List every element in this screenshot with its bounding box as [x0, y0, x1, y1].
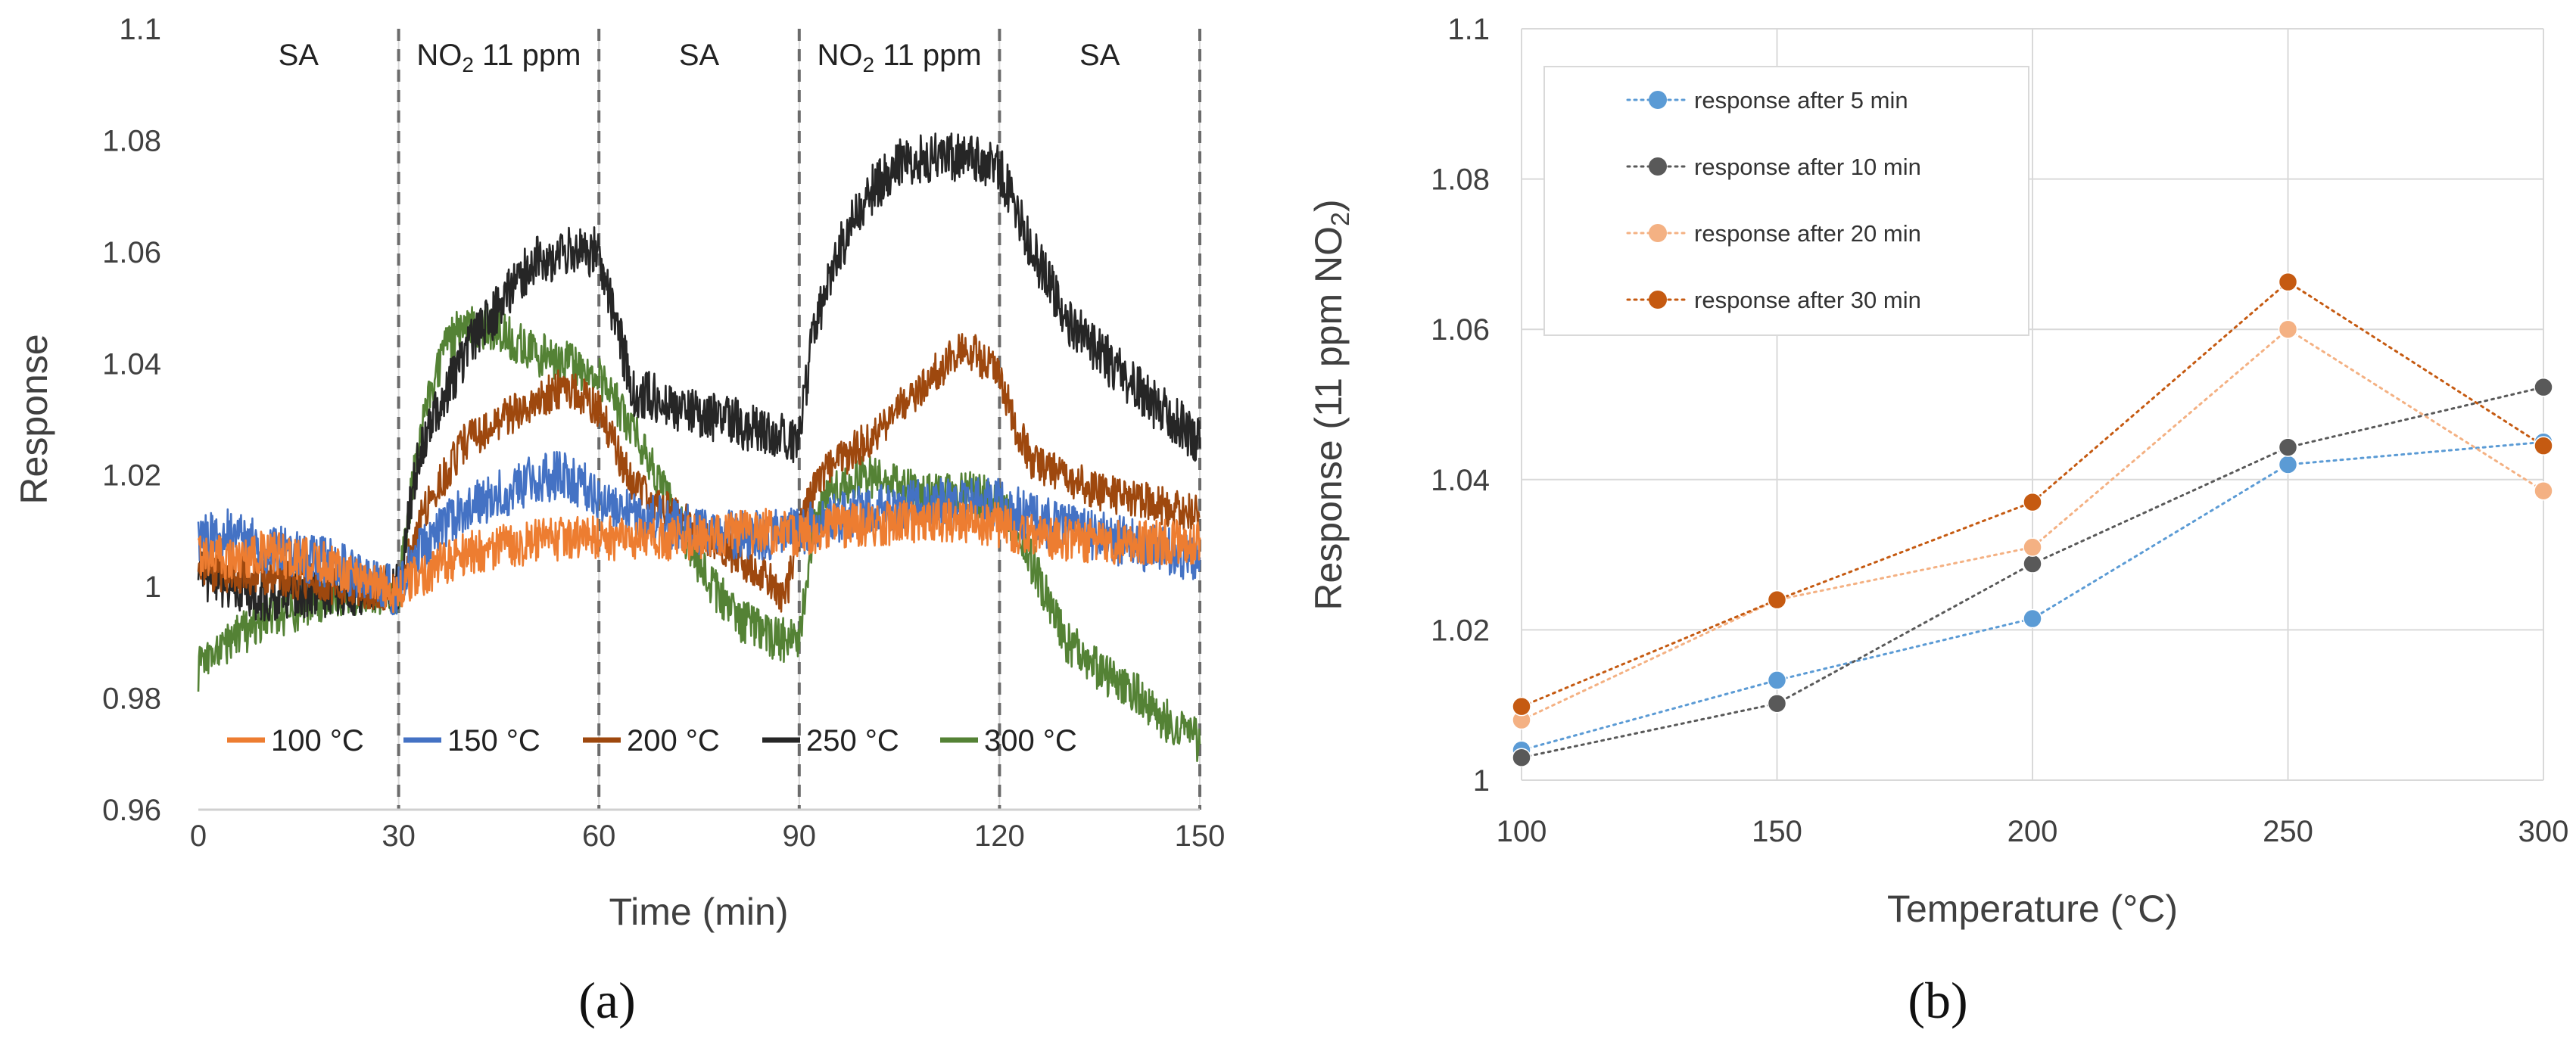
data-point-b	[2534, 377, 2553, 397]
legend-label-b: response after 10 min	[1694, 154, 1921, 180]
series-lines-a	[197, 132, 1201, 762]
y-axis-title-b-suffix: )	[1307, 199, 1350, 212]
legend-b: response after 5 min response after 10 mi…	[1543, 66, 2029, 336]
region-labels-a: SA NO2 11 ppm SA NO2 11 ppm SA	[279, 39, 1120, 76]
legend-a: 100 °C 150 °C 200 °C 250 °C 300 °C	[227, 724, 1077, 757]
y-tick-label-b: 1.1	[1447, 13, 1490, 46]
data-point-b	[1512, 748, 1531, 767]
region-label: SA	[679, 39, 720, 72]
region-label-sub: 2	[863, 53, 875, 76]
x-tick-label-a: 0	[190, 820, 207, 853]
legend-item-b: response after 30 min	[1626, 287, 1921, 313]
legend-item-b: response after 10 min	[1626, 154, 1921, 180]
y-tick-label-a: 0.98	[102, 683, 161, 716]
legend-label-a: 300 °C	[984, 724, 1077, 757]
legend-label-b: response after 30 min	[1694, 287, 1921, 313]
y-axis-title-a: Response	[13, 334, 55, 504]
x-tick-label-b: 300	[2518, 815, 2569, 848]
legend-label-a: 250 °C	[806, 724, 899, 757]
data-point-b	[2278, 455, 2298, 474]
legend-item-b: response after 5 min	[1626, 87, 1908, 114]
data-point-b	[2023, 554, 2042, 574]
legend-item-a: 250 °C	[762, 724, 899, 757]
legend-item-a: 200 °C	[583, 724, 720, 757]
x-tick-label-b: 100	[1497, 815, 1547, 848]
y-tick-label-b: 1.06	[1431, 313, 1490, 347]
data-point-b	[1767, 670, 1787, 690]
legend-swatch-marker-b	[1649, 157, 1667, 176]
series-line-b	[1520, 280, 2545, 708]
data-point-b	[2278, 319, 2298, 339]
region-label: NO2 11 ppm	[818, 39, 982, 76]
panel-a-chart: SA NO2 11 ppm SA NO2 11 ppm SA 0 30 60 90 120 150…	[13, 13, 1225, 1029]
region-label: SA	[279, 39, 319, 72]
x-tick-label-a: 60	[582, 820, 616, 853]
x-axis-title-b: Temperature (°C)	[1887, 888, 2178, 930]
legend-label-a: 150 °C	[447, 724, 540, 757]
legend-label-b: response after 5 min	[1694, 87, 1908, 114]
region-label-suffix: 11 ppm	[474, 39, 581, 72]
region-label-suffix: 11 ppm	[874, 39, 982, 72]
y-tick-label-b: 1.04	[1431, 464, 1490, 497]
region-label-main: SA	[1079, 39, 1120, 72]
x-tick-label-a: 120	[974, 820, 1025, 853]
legend-item-a: 300 °C	[940, 724, 1077, 757]
series-line-100c	[197, 498, 1201, 614]
data-point-b	[2023, 537, 2042, 557]
x-tick-label-b: 200	[2008, 815, 2058, 848]
region-label-main: NO	[818, 39, 863, 72]
region-label-main: SA	[279, 39, 319, 72]
data-point-b	[1512, 696, 1531, 717]
x-tick-label-b: 150	[1752, 815, 1802, 848]
region-label: NO2 11 ppm	[416, 39, 581, 76]
region-label-main: SA	[679, 39, 720, 72]
y-tick-label-a: 1.08	[102, 124, 161, 157]
legend-box-b	[1543, 66, 2029, 336]
data-point-b	[2278, 272, 2298, 292]
panel-b-chart: 100 150 200 250 300 1 1.02 1.04 1.06 1.08 1.1 resp…	[1307, 13, 2568, 1029]
tick-labels-a: 0 30 60 90 120 150 0.96 0.98 1 1.02 1.04 1.06 1.08 1.…	[102, 13, 1225, 853]
y-tick-label-a: 0.96	[102, 794, 161, 827]
region-label-sub: 2	[462, 53, 474, 76]
data-point-b	[2023, 492, 2042, 512]
y-tick-label-b: 1	[1473, 764, 1490, 798]
legend-swatch-marker-b	[1649, 291, 1667, 309]
x-tick-label-a: 150	[1175, 820, 1226, 853]
data-point-b	[1767, 589, 1787, 610]
region-label: SA	[1079, 39, 1120, 72]
data-point-b	[2534, 481, 2553, 501]
data-point-b	[2023, 608, 2042, 629]
x-tick-label-a: 30	[382, 820, 416, 853]
y-tick-label-a: 1.04	[102, 347, 161, 381]
y-tick-label-a: 1	[145, 571, 161, 604]
data-point-b	[1767, 693, 1787, 714]
legend-swatch-marker-b	[1649, 91, 1667, 109]
legend-label-a: 100 °C	[271, 724, 364, 757]
y-tick-label-a: 1.1	[119, 13, 161, 46]
legend-item-b: response after 20 min	[1626, 220, 1921, 247]
legend-item-a: 150 °C	[403, 724, 540, 757]
legend-item-a: 100 °C	[227, 724, 364, 757]
y-tick-label-b: 1.08	[1431, 163, 1490, 197]
x-tick-label-a: 90	[783, 820, 817, 853]
y-tick-label-a: 1.02	[102, 459, 161, 493]
y-axis-title-b-sub: 2	[1326, 212, 1355, 226]
x-tick-label-b: 250	[2263, 815, 2313, 848]
panel-label-a: (a)	[578, 972, 635, 1029]
series-lines-b	[1512, 272, 2553, 767]
region-label-main: NO	[416, 39, 462, 72]
legend-swatch-marker-b	[1649, 224, 1667, 242]
x-axis-title-a: Time (min)	[609, 891, 788, 933]
data-point-b	[2534, 436, 2553, 456]
panel-label-b: (b)	[1908, 972, 1967, 1029]
y-axis-title-b-main: Response (11 ppm NO	[1307, 226, 1350, 611]
tick-labels-b: 100 150 200 250 300 1 1.02 1.04 1.06 1.08 1.1	[1431, 13, 2568, 848]
y-axis-title-b: Response (11 ppm NO2)	[1307, 199, 1355, 610]
y-tick-label-a: 1.06	[102, 236, 161, 269]
legend-label-a: 200 °C	[627, 724, 720, 757]
y-tick-label-b: 1.02	[1431, 614, 1490, 647]
data-point-b	[2278, 437, 2298, 457]
legend-label-b: response after 20 min	[1694, 220, 1921, 247]
